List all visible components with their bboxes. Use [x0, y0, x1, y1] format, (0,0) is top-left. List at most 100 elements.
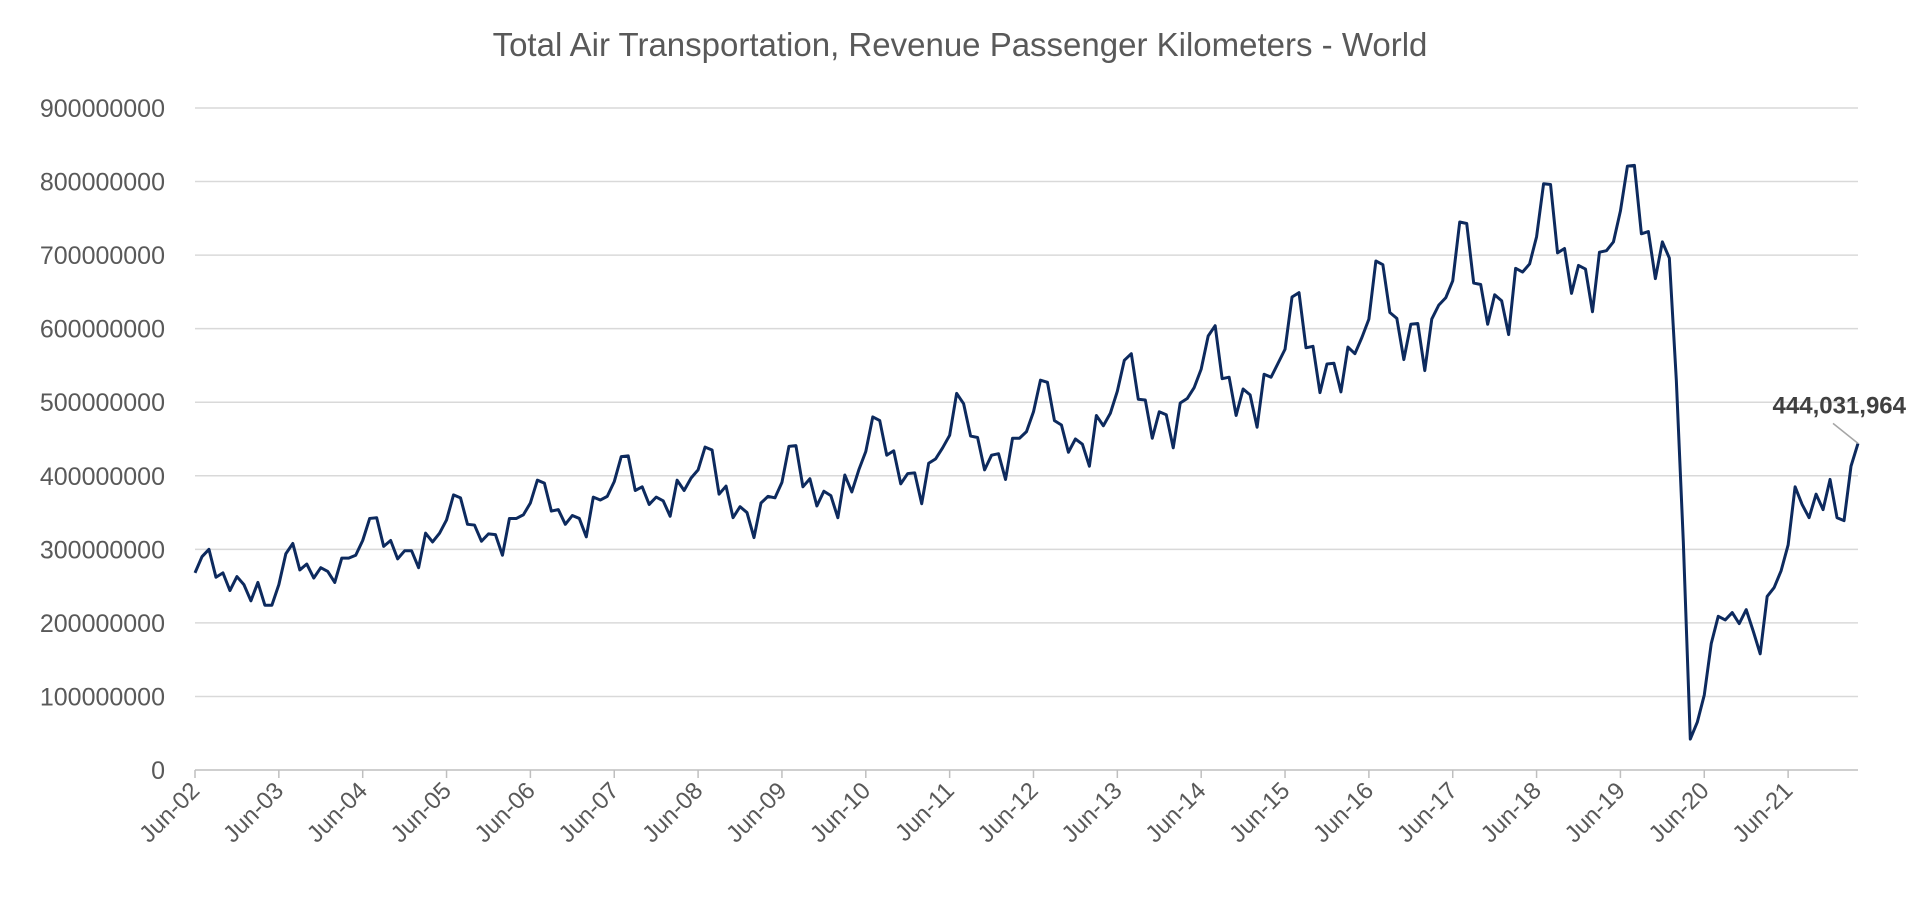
data-point	[585, 535, 588, 538]
data-point	[983, 468, 986, 471]
data-point	[934, 457, 937, 460]
data-point	[1395, 317, 1398, 320]
data-point	[920, 502, 923, 505]
data-point	[340, 557, 343, 560]
data-point	[1311, 345, 1314, 348]
data-point	[669, 515, 672, 518]
data-point	[242, 583, 245, 586]
y-tick-label: 400000000	[40, 463, 165, 491]
data-point	[1284, 348, 1287, 351]
annotation-leader	[1832, 422, 1859, 444]
data-point	[1130, 352, 1133, 355]
data-point	[997, 452, 1000, 455]
data-point	[927, 462, 930, 465]
data-point	[690, 476, 693, 479]
data-point	[1095, 414, 1098, 417]
data-point	[829, 494, 832, 497]
data-point	[948, 434, 951, 437]
data-point	[1626, 165, 1629, 168]
y-tick-label: 0	[151, 757, 165, 785]
data-point	[864, 450, 867, 453]
y-tick-label: 100000000	[40, 683, 165, 711]
data-point	[1381, 263, 1384, 266]
data-point	[249, 599, 252, 602]
data-point	[1123, 359, 1126, 362]
data-point	[578, 517, 581, 520]
data-point	[613, 480, 616, 483]
data-point	[1472, 282, 1475, 285]
data-point	[1151, 437, 1154, 440]
data-point	[1339, 390, 1342, 393]
data-point	[284, 552, 287, 555]
data-point	[1591, 310, 1594, 313]
data-point	[298, 568, 301, 571]
data-point	[822, 490, 825, 493]
data-point	[1640, 232, 1643, 235]
data-point	[906, 472, 909, 475]
data-point	[1696, 721, 1699, 724]
data-point	[1430, 318, 1433, 321]
data-point	[1493, 293, 1496, 296]
data-point	[1598, 251, 1601, 254]
x-tick-label: Jun-06	[470, 777, 541, 848]
data-point	[836, 516, 839, 519]
data-point	[1794, 485, 1797, 488]
x-tick-label: Jun-02	[134, 777, 205, 848]
data-point	[326, 570, 329, 573]
data-point	[787, 445, 790, 448]
y-tick-label: 700000000	[40, 242, 165, 270]
x-tick-label: Jun-05	[386, 777, 457, 848]
data-point	[1710, 642, 1713, 645]
data-point	[228, 589, 231, 592]
data-point	[382, 545, 385, 548]
data-point	[1353, 352, 1356, 355]
data-point	[1032, 410, 1035, 413]
x-tick-label: Jun-09	[721, 777, 792, 848]
data-point	[976, 436, 979, 439]
data-point	[501, 554, 504, 557]
data-point	[648, 503, 651, 506]
data-point	[529, 501, 532, 504]
data-point	[1661, 240, 1664, 243]
data-point	[1228, 376, 1231, 379]
data-point	[459, 496, 462, 499]
data-point	[221, 571, 224, 574]
data-point	[899, 482, 902, 485]
data-point	[375, 516, 378, 519]
data-point	[1465, 222, 1468, 225]
data-point	[1780, 569, 1783, 572]
data-point	[312, 577, 315, 580]
data-point	[1724, 618, 1727, 621]
y-tick-label: 800000000	[40, 169, 165, 197]
data-point	[780, 481, 783, 484]
x-tick-label: Jun-20	[1644, 777, 1715, 848]
data-point	[1423, 369, 1426, 372]
data-point	[1633, 164, 1636, 167]
data-point	[1249, 393, 1252, 396]
data-point	[1018, 437, 1021, 440]
data-point	[235, 575, 238, 578]
data-point	[1291, 296, 1294, 299]
data-point	[1738, 622, 1741, 625]
data-point	[214, 576, 217, 579]
data-point	[1563, 247, 1566, 250]
data-point	[634, 489, 637, 492]
data-point	[1109, 412, 1112, 415]
data-point	[941, 446, 944, 449]
data-point	[1067, 451, 1070, 454]
data-point	[1850, 465, 1853, 468]
data-point	[773, 496, 776, 499]
data-point	[1542, 182, 1545, 185]
data-point	[1374, 260, 1377, 263]
data-point	[843, 474, 846, 477]
data-point	[410, 549, 413, 552]
data-point	[333, 581, 336, 584]
data-point	[1325, 362, 1328, 365]
data-point	[704, 446, 707, 449]
data-point	[1318, 391, 1321, 394]
x-tick-label: Jun-04	[302, 777, 373, 848]
data-point	[1004, 478, 1007, 481]
data-point	[1486, 323, 1489, 326]
data-point	[438, 532, 441, 535]
data-point	[1479, 283, 1482, 286]
